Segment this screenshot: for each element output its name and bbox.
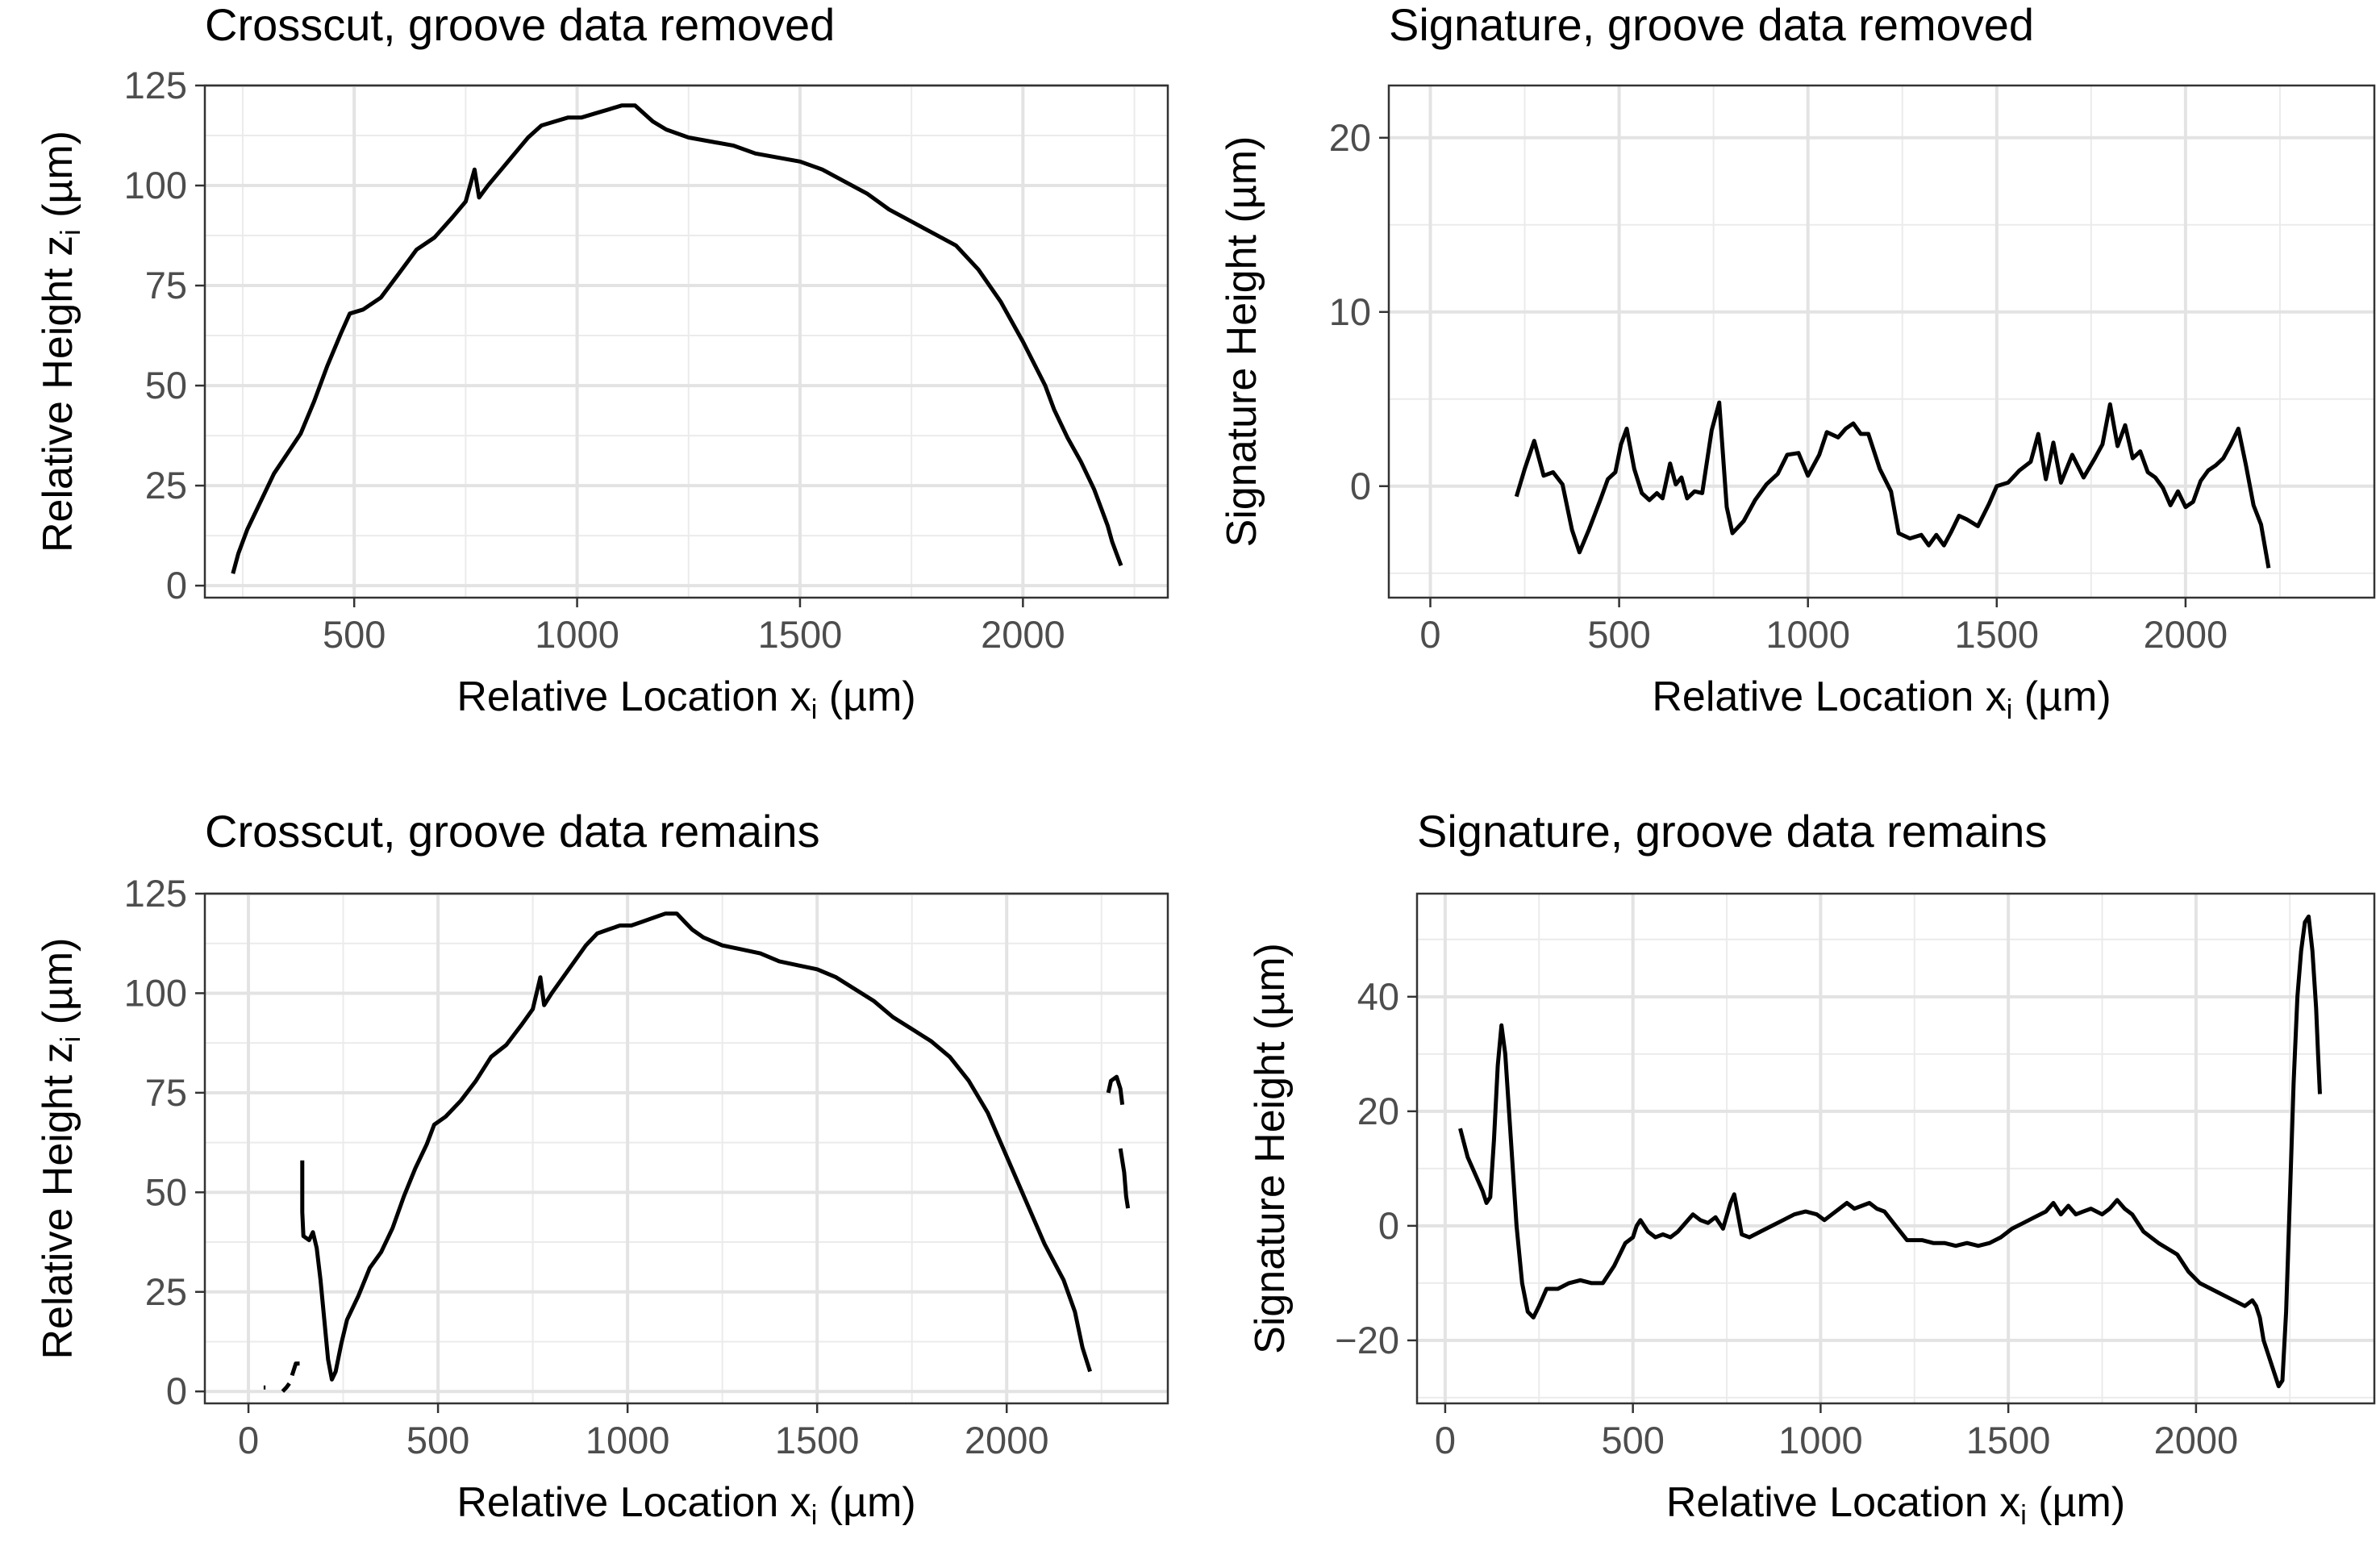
- x-tick-label: 1500: [775, 1419, 860, 1461]
- y-tick-label: 75: [145, 1071, 187, 1114]
- x-tick-label: 2000: [965, 1419, 1049, 1461]
- y-tick-label: 100: [124, 164, 187, 206]
- x-tick-label: 1500: [758, 613, 843, 656]
- x-tick-label: 500: [323, 613, 386, 656]
- y-tick-label: 0: [1378, 1204, 1399, 1247]
- y-tick-label: 25: [145, 464, 187, 507]
- y-tick-label: 10: [1329, 290, 1371, 333]
- y-tick-label: 125: [124, 64, 187, 106]
- y-tick-label: 50: [145, 364, 187, 406]
- x-tick-label: 1000: [1778, 1419, 1863, 1461]
- y-tick-label: 125: [124, 872, 187, 915]
- x-tick-label: 1000: [1765, 613, 1850, 656]
- panel-border: [1415, 892, 2376, 1405]
- plot-area: [1389, 85, 2374, 598]
- y-tick-label: 0: [166, 564, 187, 607]
- y-tick-label: 100: [124, 971, 187, 1014]
- y-tick-label: 50: [145, 1170, 187, 1213]
- y-axis-label: Relative Height zi (µm): [35, 131, 86, 552]
- y-axis-label: Signature Height (µm): [1219, 136, 1265, 548]
- series-line-2: [281, 1382, 291, 1393]
- series-line-4: [300, 911, 1092, 1382]
- chart-panel-1: 500 1000 1500 2000 0 25 50 75 100 125 Crosscut, gr…: [35, 0, 1169, 725]
- plot-area: [205, 85, 1168, 598]
- plot-area: [205, 894, 1168, 1403]
- chart-panel-2: 0 500 1000 1500 2000 0 10 20 Signature, groove d…: [1219, 0, 2376, 725]
- x-tick-label: 0: [238, 1419, 259, 1461]
- x-tick-label: 0: [1419, 613, 1440, 656]
- y-axis-label: Relative Height zi (µm): [35, 938, 86, 1360]
- chart-title: Crosscut, groove data removed: [205, 0, 835, 50]
- y-tick-label: 25: [145, 1270, 187, 1313]
- chart-title: Signature, groove data removed: [1389, 0, 2034, 50]
- x-axis-label: Relative Location xi (µm): [456, 673, 915, 725]
- series-line-1: [231, 103, 1123, 574]
- y-tick-label: 0: [1350, 465, 1371, 507]
- panel-border: [203, 84, 1169, 599]
- x-tick-label: 1500: [1955, 613, 2040, 656]
- y-tick-label: 0: [166, 1369, 187, 1412]
- panel-border: [203, 892, 1169, 1405]
- y-tick-label: 75: [145, 264, 187, 306]
- series-line-1: [1458, 914, 2322, 1389]
- y-tick-label: 40: [1357, 975, 1399, 1018]
- x-tick-label: 2000: [981, 613, 1065, 656]
- x-tick-label: 1000: [586, 1419, 670, 1461]
- plot-area: [1417, 894, 2374, 1403]
- x-axis-label: Relative Location xi (µm): [1652, 673, 2111, 725]
- y-tick-label: 20: [1357, 1090, 1399, 1132]
- panel-border: [1387, 84, 2376, 599]
- series-line-3: [290, 1361, 300, 1377]
- x-tick-label: 1500: [1966, 1419, 2051, 1461]
- x-tick-label: 500: [406, 1419, 469, 1461]
- x-tick-label: 2000: [2154, 1419, 2239, 1461]
- chart-panel-3: 0 500 1000 1500 2000 0 25 50 75 100 125 Crosscut, g…: [35, 806, 1169, 1531]
- x-axis-label: Relative Location xi (µm): [456, 1479, 915, 1531]
- x-axis-label: Relative Location xi (µm): [1666, 1479, 2125, 1531]
- x-tick-label: 500: [1587, 613, 1650, 656]
- series-line-1: [1514, 400, 2271, 569]
- x-tick-label: 0: [1435, 1419, 1456, 1461]
- x-tick-label: 2000: [2144, 613, 2228, 656]
- x-tick-label: 1000: [535, 613, 619, 656]
- chart-panel-4: 0 500 1000 1500 2000 −20 0 20 40 Signature, groov…: [1247, 806, 2376, 1531]
- y-tick-label: 20: [1329, 116, 1371, 159]
- chart-title: Crosscut, groove data remains: [205, 806, 820, 857]
- y-tick-label: −20: [1335, 1319, 1399, 1361]
- x-tick-label: 500: [1601, 1419, 1664, 1461]
- y-axis-label: Signature Height (µm): [1247, 943, 1294, 1354]
- chart-title: Signature, groove data remains: [1417, 806, 2047, 857]
- series-line-6: [1118, 1148, 1131, 1209]
- series-line-5: [1106, 1074, 1125, 1106]
